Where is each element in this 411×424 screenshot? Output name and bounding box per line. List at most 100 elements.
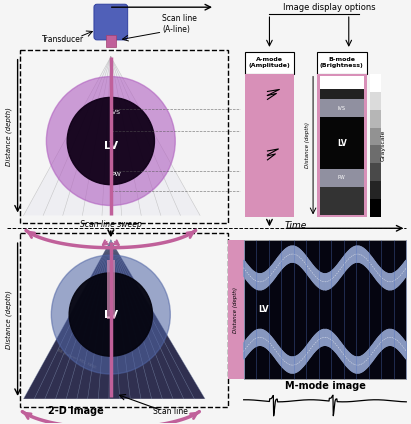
Polygon shape <box>287 355 288 371</box>
Polygon shape <box>354 247 355 263</box>
Polygon shape <box>376 263 377 280</box>
Polygon shape <box>270 267 271 283</box>
Polygon shape <box>264 272 265 288</box>
Polygon shape <box>301 352 302 368</box>
Polygon shape <box>359 357 360 373</box>
Polygon shape <box>391 274 392 290</box>
Polygon shape <box>318 332 319 348</box>
Polygon shape <box>381 334 382 350</box>
Polygon shape <box>260 329 261 345</box>
Circle shape <box>51 255 170 374</box>
Bar <box>369 181 381 199</box>
Bar <box>369 145 381 164</box>
Polygon shape <box>258 273 259 290</box>
Polygon shape <box>397 333 398 349</box>
Polygon shape <box>296 356 297 372</box>
Polygon shape <box>330 331 331 347</box>
Polygon shape <box>305 347 306 364</box>
Polygon shape <box>341 259 342 276</box>
Polygon shape <box>262 330 263 346</box>
Polygon shape <box>363 354 364 371</box>
Polygon shape <box>389 274 390 290</box>
Polygon shape <box>315 268 316 284</box>
Polygon shape <box>365 250 366 266</box>
Polygon shape <box>307 258 308 275</box>
Polygon shape <box>246 264 247 280</box>
Polygon shape <box>339 341 340 357</box>
Polygon shape <box>355 246 356 262</box>
Polygon shape <box>285 354 286 370</box>
Polygon shape <box>245 262 246 279</box>
Polygon shape <box>333 269 334 285</box>
Text: Scan line sweep: Scan line sweep <box>80 220 142 229</box>
Text: IVS: IVS <box>338 106 346 111</box>
Polygon shape <box>361 247 362 263</box>
Polygon shape <box>274 262 275 279</box>
Polygon shape <box>271 265 272 282</box>
Circle shape <box>46 77 175 206</box>
Bar <box>369 128 381 145</box>
Bar <box>320 89 364 99</box>
Polygon shape <box>356 246 357 262</box>
Polygon shape <box>388 329 389 346</box>
FancyBboxPatch shape <box>94 4 128 40</box>
Bar <box>369 109 381 128</box>
Text: Distance (depth): Distance (depth) <box>305 123 309 168</box>
Polygon shape <box>248 337 249 354</box>
Polygon shape <box>352 248 353 264</box>
Polygon shape <box>277 345 278 362</box>
Polygon shape <box>265 331 266 347</box>
Polygon shape <box>251 333 252 350</box>
Polygon shape <box>323 274 324 290</box>
Polygon shape <box>383 271 384 287</box>
Bar <box>369 164 381 181</box>
Polygon shape <box>311 263 312 280</box>
Polygon shape <box>402 264 403 281</box>
Polygon shape <box>371 346 372 363</box>
Text: Transducer: Transducer <box>42 36 84 45</box>
Polygon shape <box>358 246 359 262</box>
Bar <box>320 169 364 187</box>
Polygon shape <box>335 336 336 353</box>
Polygon shape <box>247 338 248 354</box>
Polygon shape <box>401 336 402 353</box>
Polygon shape <box>386 273 387 289</box>
Polygon shape <box>316 270 317 286</box>
Bar <box>20 50 228 223</box>
Polygon shape <box>266 271 267 287</box>
Polygon shape <box>291 357 292 373</box>
Polygon shape <box>258 329 259 346</box>
Polygon shape <box>313 337 314 353</box>
Polygon shape <box>277 258 278 274</box>
Polygon shape <box>334 268 335 285</box>
Polygon shape <box>322 330 323 346</box>
Polygon shape <box>300 250 301 266</box>
Polygon shape <box>288 247 289 263</box>
Polygon shape <box>320 273 321 289</box>
Polygon shape <box>272 338 273 355</box>
Polygon shape <box>260 274 261 290</box>
Polygon shape <box>268 269 269 286</box>
Polygon shape <box>347 351 348 367</box>
Polygon shape <box>321 273 322 289</box>
Polygon shape <box>395 331 396 348</box>
Bar <box>320 117 364 169</box>
Polygon shape <box>269 268 270 285</box>
Polygon shape <box>252 332 253 349</box>
Polygon shape <box>283 251 284 267</box>
Bar <box>244 240 406 379</box>
Polygon shape <box>319 331 320 347</box>
Polygon shape <box>351 355 352 371</box>
Polygon shape <box>303 349 304 366</box>
Polygon shape <box>336 337 337 353</box>
Polygon shape <box>246 339 247 356</box>
Polygon shape <box>360 247 361 263</box>
Text: Distance (depth): Distance (depth) <box>5 290 12 349</box>
Polygon shape <box>330 272 331 288</box>
Bar <box>320 75 364 89</box>
Polygon shape <box>399 268 400 285</box>
Polygon shape <box>292 357 293 373</box>
Polygon shape <box>337 338 338 354</box>
Polygon shape <box>308 343 309 360</box>
Polygon shape <box>292 246 293 262</box>
